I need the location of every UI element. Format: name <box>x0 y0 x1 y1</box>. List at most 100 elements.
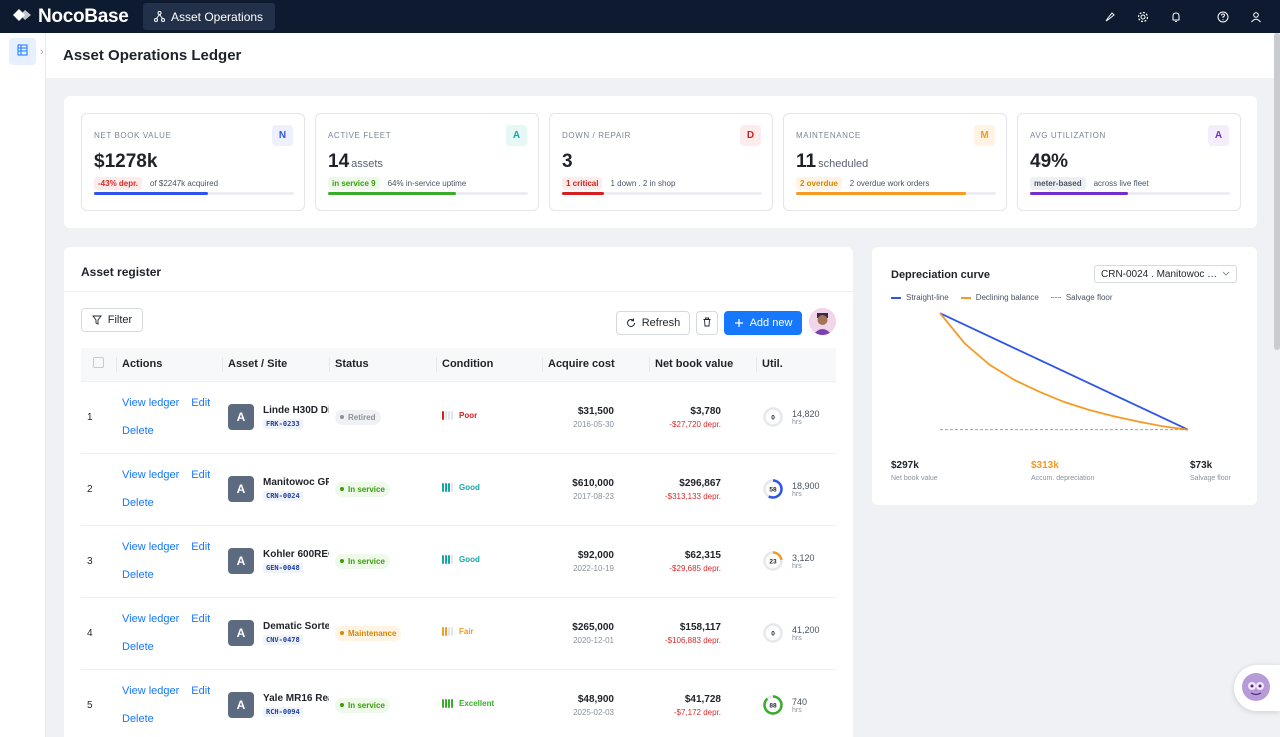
column-header[interactable]: Acquire cost <box>542 348 649 382</box>
gear-icon[interactable] <box>1126 0 1159 33</box>
acquire-cost: $48,900 <box>577 693 614 705</box>
filter-button[interactable]: Filter <box>81 308 143 332</box>
column-header[interactable]: Status <box>329 348 436 382</box>
tab-label: Asset Operations <box>171 9 264 24</box>
table-row[interactable]: 5 View ledger Edit Delete A Yale MR16 Reach RC… <box>81 669 836 737</box>
delete-button[interactable] <box>696 311 718 335</box>
depreciation-chart <box>939 312 1189 431</box>
condition-cell: Poor <box>436 381 542 454</box>
stat-salvage-floor: $73k Salvage floor <box>1190 460 1231 482</box>
asset-select[interactable]: CRN-0024 . Manitowoc GROVE <box>1094 265 1237 283</box>
delete-link[interactable]: Delete <box>122 713 154 725</box>
assistant-bubble[interactable] <box>1234 665 1280 711</box>
status-badge: In service <box>335 697 390 713</box>
delete-link[interactable]: Delete <box>122 569 154 581</box>
table-row[interactable]: 4 View ledger Edit Delete A Dematic Sorter CNV… <box>81 597 836 670</box>
kpi-badge: A <box>1208 125 1229 146</box>
kpi-label: ACTIVE FLEET <box>328 131 392 140</box>
condition-bar <box>442 483 444 492</box>
tab-asset-operations[interactable]: Asset Operations <box>143 3 276 30</box>
kpi-subtext: across live fleet <box>1093 179 1149 188</box>
asset-cell: A Dematic Sorter CNV-0478 <box>222 597 329 670</box>
kpi-badge: N <box>272 125 293 146</box>
view-ledger-link[interactable]: View ledger <box>122 469 180 481</box>
depreciation-title: Depreciation curve <box>891 269 991 281</box>
condition-cell: Good <box>436 453 542 526</box>
brush-icon[interactable] <box>1093 0 1126 33</box>
acquire-cost: $265,000 <box>572 621 614 633</box>
status-cell: Retired <box>329 381 436 454</box>
depreciation-panel: Depreciation curve CRN-0024 . Manitowoc … <box>872 247 1257 505</box>
bell-icon[interactable] <box>1159 0 1192 33</box>
kpi-card-active-fleet: ACTIVE FLEET A 14 assets in service 9 64% … <box>315 113 539 211</box>
status-cell: In service <box>329 669 436 737</box>
util-cell: 88 740 hrs <box>756 669 836 737</box>
logo-text: NocoBase <box>38 5 129 27</box>
edit-link[interactable]: Edit <box>191 397 211 409</box>
edit-link[interactable]: Edit <box>191 613 211 625</box>
menu-table-button[interactable] <box>9 38 36 65</box>
user-icon[interactable] <box>1239 0 1272 33</box>
refresh-icon <box>626 318 636 328</box>
column-header[interactable]: Util. <box>756 348 836 382</box>
asset-table: Actions Asset / Site Status Condition Ac… <box>81 348 836 737</box>
refresh-button[interactable]: Refresh <box>616 311 690 335</box>
util-ring: 58 <box>763 479 783 499</box>
column-header[interactable]: Condition <box>436 348 542 382</box>
depreciation-amount: -$313,133 depr. <box>664 491 721 501</box>
table-row[interactable]: 1 View ledger Edit Delete A Linde H30D Diesel… <box>81 381 836 454</box>
delete-link[interactable]: Delete <box>122 497 154 509</box>
left-rail: › <box>0 33 46 737</box>
view-ledger-link[interactable]: View ledger <box>122 613 180 625</box>
column-header[interactable]: Actions <box>116 348 222 382</box>
util-ring: 0 <box>763 407 783 427</box>
condition-bar <box>451 699 453 708</box>
kpi-badge: A <box>506 125 527 146</box>
edit-link[interactable]: Edit <box>191 469 211 481</box>
column-header[interactable]: Net book value <box>649 348 756 382</box>
status-badge: Retired <box>335 409 381 425</box>
chevron-right-icon[interactable]: › <box>40 46 44 58</box>
column-header[interactable]: Asset / Site <box>222 348 329 382</box>
util-unit: hrs <box>792 706 802 714</box>
util-ring-fill <box>763 551 783 571</box>
asset-avatar: A <box>228 404 254 430</box>
scrollbar[interactable] <box>1274 33 1280 350</box>
edit-link[interactable]: Edit <box>191 541 211 553</box>
asset-code: FRK-0233 <box>263 419 303 429</box>
asset-code: CNV-0478 <box>263 635 303 645</box>
kpi-subtext: 2 overdue work orders <box>849 179 930 188</box>
status-cell: Maintenance <box>329 597 436 670</box>
asset-cell: A Kohler 600REOZ GEN-0048 <box>222 525 329 598</box>
asset-avatar: A <box>228 548 254 574</box>
condition-bar <box>448 483 450 492</box>
logo[interactable]: NocoBase <box>0 6 143 28</box>
asset-code: RCH-0094 <box>263 707 303 717</box>
add-new-button[interactable]: Add new <box>724 311 802 335</box>
actions-cell: View ledger Edit Delete <box>116 669 222 737</box>
avatar[interactable] <box>809 308 836 335</box>
kpi-value: $1278k <box>94 151 158 172</box>
delete-link[interactable]: Delete <box>122 425 154 437</box>
kpi-tag: 2 overdue <box>796 177 842 190</box>
stat-value: $297k <box>891 460 919 471</box>
table-row[interactable]: 2 View ledger Edit Delete A Manitowoc GROVE CR… <box>81 453 836 526</box>
kpi-card-avg-utilization: AVG UTILIZATION A 49% meter-based across … <box>1017 113 1241 211</box>
edit-link[interactable]: Edit <box>191 685 211 697</box>
help-icon[interactable] <box>1206 0 1239 33</box>
select-all-checkbox[interactable] <box>93 357 104 369</box>
asset-select-value: CRN-0024 . Manitowoc GROVE <box>1101 268 1219 280</box>
util-hours: 740 <box>792 696 808 707</box>
stat-value: $73k <box>1190 460 1213 471</box>
view-ledger-link[interactable]: View ledger <box>122 685 180 697</box>
util-hours: 14,820 <box>792 408 820 419</box>
delete-link[interactable]: Delete <box>122 641 154 653</box>
acquire-cost-cell: $92,000 2022-10-19 <box>542 525 649 598</box>
condition-label: Good <box>459 555 480 564</box>
acquire-cost-cell: $48,900 2025-02-03 <box>542 669 649 737</box>
view-ledger-link[interactable]: View ledger <box>122 541 180 553</box>
view-ledger-link[interactable]: View ledger <box>122 397 180 409</box>
status-cell: In service <box>329 453 436 526</box>
table-row[interactable]: 3 View ledger Edit Delete A Kohler 600REOZ GEN… <box>81 525 836 598</box>
stat-net-book-value: $297k Net book value <box>891 460 938 482</box>
